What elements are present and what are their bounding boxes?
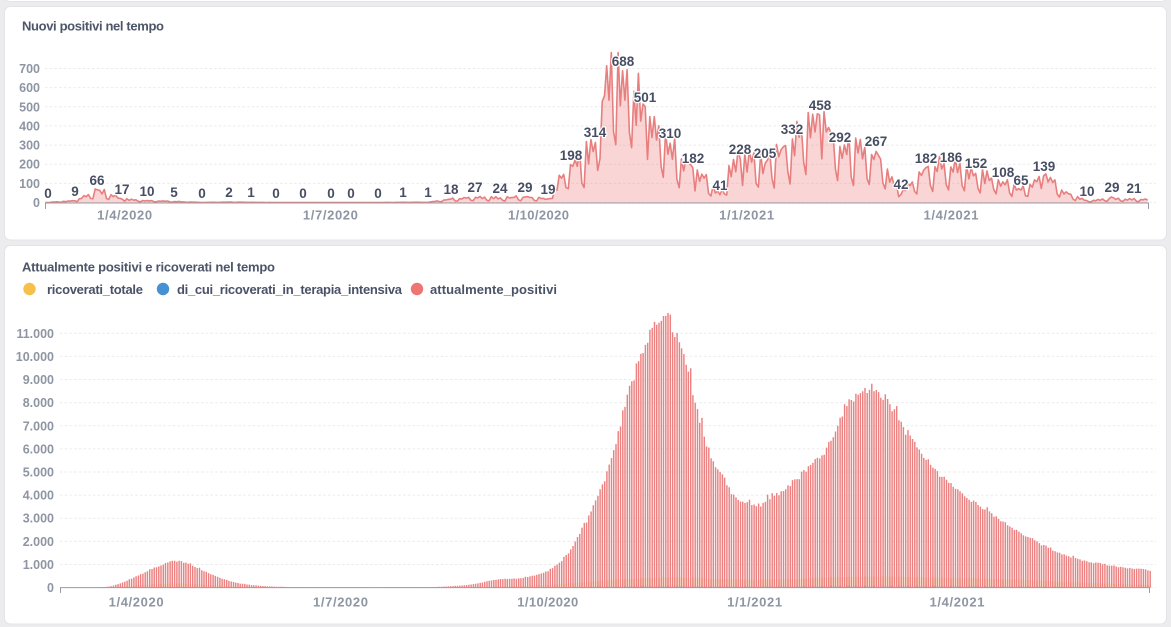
svg-text:1/4/2021: 1/4/2021 — [930, 595, 985, 610]
svg-text:400: 400 — [19, 119, 40, 133]
svg-text:1/4/2020: 1/4/2020 — [97, 208, 152, 223]
svg-text:152: 152 — [965, 156, 988, 171]
svg-text:200: 200 — [19, 158, 40, 172]
svg-text:42: 42 — [893, 177, 908, 192]
svg-text:314: 314 — [584, 125, 607, 140]
svg-text:0: 0 — [299, 186, 307, 201]
svg-text:0: 0 — [374, 186, 382, 201]
svg-text:21: 21 — [1126, 181, 1142, 196]
svg-text:1/1/2021: 1/1/2021 — [719, 208, 774, 223]
svg-text:198: 198 — [560, 148, 583, 163]
svg-text:3.000: 3.000 — [23, 512, 54, 526]
svg-text:4.000: 4.000 — [23, 489, 54, 503]
svg-text:700: 700 — [19, 62, 40, 76]
svg-text:27: 27 — [467, 180, 482, 195]
svg-text:310: 310 — [659, 126, 682, 141]
svg-text:6.000: 6.000 — [23, 442, 54, 456]
svg-text:0: 0 — [327, 186, 335, 201]
svg-text:228: 228 — [729, 142, 752, 157]
svg-text:11.000: 11.000 — [16, 327, 54, 341]
svg-text:66: 66 — [89, 173, 105, 188]
svg-text:1: 1 — [247, 185, 255, 200]
svg-text:205: 205 — [754, 146, 777, 161]
svg-text:267: 267 — [865, 134, 888, 149]
svg-text:300: 300 — [19, 139, 40, 153]
svg-text:9: 9 — [71, 184, 79, 199]
svg-text:7.000: 7.000 — [23, 419, 54, 433]
svg-text:186: 186 — [940, 150, 963, 165]
svg-text:2.000: 2.000 — [23, 535, 54, 549]
svg-text:0: 0 — [272, 186, 280, 201]
svg-text:Attualmente positivi e ricover: Attualmente positivi e ricoverati nel te… — [22, 260, 275, 275]
svg-text:attualmente_positivi: attualmente_positivi — [430, 282, 557, 297]
svg-text:458: 458 — [809, 98, 832, 113]
svg-text:292: 292 — [829, 130, 852, 145]
svg-text:1/7/2020: 1/7/2020 — [303, 208, 358, 223]
svg-text:0: 0 — [347, 186, 355, 201]
svg-text:29: 29 — [517, 180, 532, 195]
svg-text:1/10/2020: 1/10/2020 — [517, 595, 578, 610]
svg-text:8.000: 8.000 — [23, 396, 54, 410]
svg-text:ricoverati_totale: ricoverati_totale — [47, 282, 143, 297]
svg-text:di_cui_ricoverati_in_terapia_i: di_cui_ricoverati_in_terapia_intensiva — [177, 282, 403, 297]
svg-text:1/4/2021: 1/4/2021 — [924, 208, 979, 223]
svg-text:108: 108 — [992, 165, 1015, 180]
svg-text:0: 0 — [47, 581, 54, 595]
svg-text:0: 0 — [198, 186, 206, 201]
svg-text:0: 0 — [44, 186, 52, 201]
svg-text:1.000: 1.000 — [23, 558, 54, 572]
svg-text:332: 332 — [781, 122, 804, 137]
svg-text:1/4/2020: 1/4/2020 — [109, 595, 164, 610]
svg-text:500: 500 — [19, 100, 40, 114]
svg-text:1/10/2020: 1/10/2020 — [508, 208, 569, 223]
svg-text:501: 501 — [634, 90, 657, 105]
svg-text:0: 0 — [33, 196, 40, 210]
svg-text:688: 688 — [612, 54, 635, 69]
svg-text:5.000: 5.000 — [23, 466, 54, 480]
svg-text:18: 18 — [443, 182, 459, 197]
svg-text:2: 2 — [225, 185, 233, 200]
svg-text:9.000: 9.000 — [23, 373, 54, 387]
svg-text:1: 1 — [424, 185, 432, 200]
svg-text:182: 182 — [682, 151, 705, 166]
svg-text:41: 41 — [712, 178, 728, 193]
svg-text:1: 1 — [399, 185, 407, 200]
svg-text:600: 600 — [19, 81, 40, 95]
svg-text:10.000: 10.000 — [16, 350, 54, 364]
svg-text:100: 100 — [19, 177, 40, 191]
svg-text:182: 182 — [915, 151, 938, 166]
svg-text:5: 5 — [170, 185, 178, 200]
svg-text:10: 10 — [1079, 184, 1094, 199]
svg-text:24: 24 — [492, 181, 508, 196]
svg-text:1/7/2020: 1/7/2020 — [313, 595, 368, 610]
svg-text:1/1/2021: 1/1/2021 — [727, 595, 782, 610]
svg-text:10: 10 — [139, 184, 154, 199]
svg-text:19: 19 — [540, 182, 555, 197]
svg-text:17: 17 — [114, 182, 129, 197]
svg-text:65: 65 — [1013, 173, 1029, 188]
svg-text:29: 29 — [1104, 180, 1119, 195]
svg-text:Nuovi positivi nel tempo: Nuovi positivi nel tempo — [22, 19, 164, 34]
svg-text:139: 139 — [1033, 159, 1056, 174]
